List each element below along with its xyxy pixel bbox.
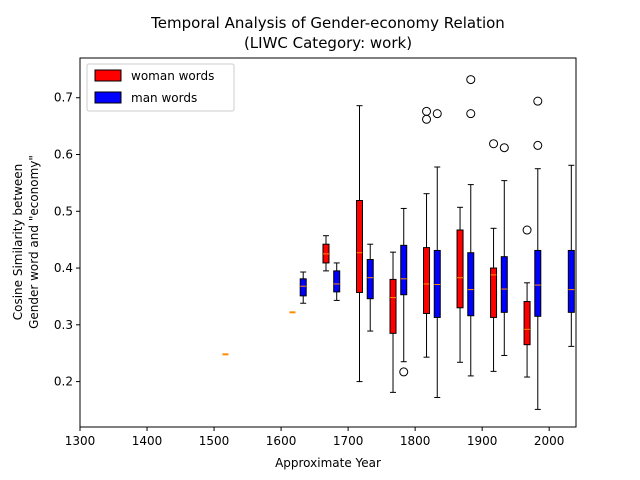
box-body: [467, 252, 475, 317]
plot-frame: [79, 57, 577, 428]
x-axis-label: Approximate Year: [275, 456, 381, 470]
y-tick-label: 0.3: [54, 318, 73, 332]
outlier-point: [499, 143, 509, 153]
outlier-point: [399, 367, 409, 377]
outlier-point: [422, 114, 432, 124]
outlier-point: [466, 109, 476, 119]
box-woman-1867: [456, 206, 464, 363]
y-axis-label-line1: Cosine Similarity between: [11, 164, 25, 321]
chart-subtitle: (LIWC Category: work): [244, 34, 412, 52]
x-tick-label: 1500: [199, 434, 230, 448]
chart-title: Temporal Analysis of Gender-economy Rela…: [150, 14, 505, 32]
box-body: [490, 267, 498, 318]
outlier-point: [533, 140, 543, 150]
box-body: [356, 199, 364, 293]
legend-label-man: man words: [131, 91, 197, 105]
box-woman-1767: [389, 251, 397, 393]
box-man-1733: [366, 243, 374, 332]
legend-label-woman: woman words: [131, 69, 214, 83]
y-tick-label: 0.6: [54, 148, 73, 162]
box-woman-1667: [322, 235, 330, 272]
y-tick-label: 0.2: [54, 375, 73, 389]
outlier-point: [432, 109, 442, 119]
x-tick-label: 1800: [400, 434, 431, 448]
box-body: [389, 278, 397, 334]
box-man-1783: [399, 207, 409, 377]
box-body: [333, 270, 341, 293]
y-tick-label: 0.5: [54, 204, 73, 218]
box-woman-1917: [489, 139, 499, 372]
box-woman-1717: [356, 105, 364, 383]
legend-swatch-man: [94, 91, 122, 104]
box-body: [433, 249, 441, 318]
box-man-2033: [567, 164, 575, 347]
x-tick-label: 1600: [266, 434, 297, 448]
box-body: [500, 256, 508, 313]
legend-frame: [86, 63, 235, 112]
box-woman-1817: [422, 106, 432, 358]
x-tick-label: 1700: [333, 434, 364, 448]
x-tick-label: 1900: [467, 434, 498, 448]
x-tick-label: 1400: [132, 434, 163, 448]
outlier-point: [422, 106, 432, 116]
legend-swatch-woman: [94, 69, 122, 82]
box-man-1933: [499, 143, 509, 356]
x-tick-label: 2000: [534, 434, 565, 448]
box-man-1833: [432, 109, 442, 398]
box-body: [400, 244, 408, 296]
y-axis-label-line2: Gender word and "economy": [27, 155, 41, 329]
box-body: [423, 247, 431, 314]
box-body: [456, 229, 464, 309]
x-axis: 1300 1400 1500 1600 1700 1800 1900 2000: [65, 427, 565, 448]
box-man-1983: [533, 96, 543, 410]
box-body: [534, 249, 542, 317]
box-body: [366, 259, 374, 300]
outlier-point: [489, 139, 499, 149]
y-axis: 0.2 0.3 0.4 0.5 0.6 0.7: [54, 91, 80, 389]
box-body: [523, 301, 531, 346]
box-body: [567, 249, 575, 313]
box-man-1683: [333, 262, 341, 301]
legend: woman words man words: [86, 63, 235, 112]
y-tick-label: 0.4: [54, 261, 73, 275]
box-body: [299, 278, 307, 297]
outlier-point: [533, 96, 543, 106]
outlier-point: [522, 225, 532, 235]
y-tick-label: 0.7: [54, 91, 73, 105]
x-tick-label: 1300: [65, 434, 96, 448]
box-man-1883: [466, 75, 476, 377]
boxplot-series: [222, 75, 575, 410]
box-man-1633: [299, 271, 307, 304]
outlier-point: [466, 75, 476, 85]
box-woman-1967: [522, 225, 532, 378]
